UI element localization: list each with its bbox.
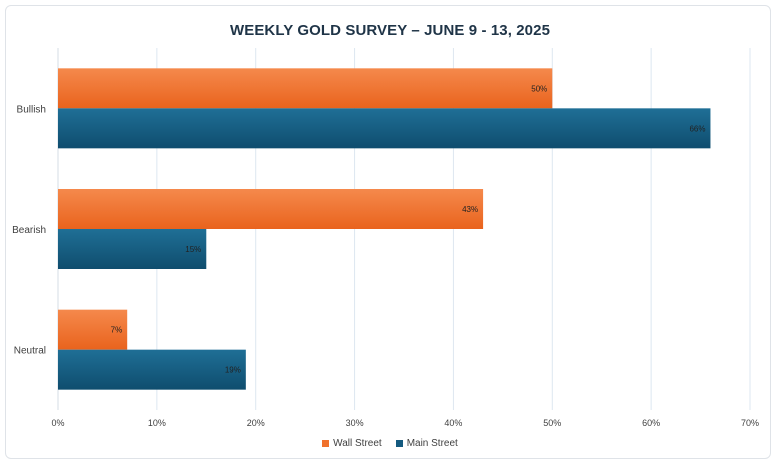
legend-item-main-street: Main Street bbox=[395, 438, 458, 449]
data-label-main-street: 19% bbox=[225, 366, 241, 375]
legend-label-main-street: Main Street bbox=[406, 438, 458, 449]
legend-swatch-wall-street bbox=[322, 440, 330, 447]
x-tick-label: 20% bbox=[247, 418, 265, 428]
legend-item-wall-street: Wall Street bbox=[322, 438, 382, 449]
x-tick-label: 30% bbox=[346, 418, 364, 428]
data-label-main-street: 15% bbox=[185, 245, 201, 254]
legend-label-wall-street: Wall Street bbox=[333, 438, 382, 449]
data-label-wall-street: 7% bbox=[111, 326, 123, 335]
data-label-wall-street: 50% bbox=[531, 84, 547, 93]
legend-swatch-main-street bbox=[395, 440, 403, 447]
bar-main-street bbox=[58, 229, 207, 269]
chart-title: WEEKLY GOLD SURVEY – JUNE 9 - 13, 2025 bbox=[229, 22, 551, 39]
chart-legend: Wall Street Main Street bbox=[0, 438, 780, 449]
data-label-main-street: 66% bbox=[689, 124, 705, 133]
x-tick-label: 0% bbox=[51, 418, 64, 428]
x-tick-label: 50% bbox=[543, 418, 561, 428]
y-category-label: Neutral bbox=[14, 346, 46, 357]
bar-wall-street bbox=[58, 309, 128, 350]
bar-main-street bbox=[58, 108, 711, 149]
x-tick-label: 10% bbox=[148, 418, 166, 428]
bar-wall-street bbox=[58, 189, 484, 229]
x-tick-label: 70% bbox=[741, 418, 759, 428]
y-category-label: Bearish bbox=[12, 225, 46, 236]
y-category-label: Bullish bbox=[17, 104, 46, 115]
bar-wall-street bbox=[58, 68, 553, 109]
bar-main-street bbox=[58, 349, 246, 390]
data-label-wall-street: 43% bbox=[462, 205, 478, 214]
x-tick-label: 60% bbox=[642, 418, 660, 428]
x-tick-label: 40% bbox=[444, 418, 462, 428]
